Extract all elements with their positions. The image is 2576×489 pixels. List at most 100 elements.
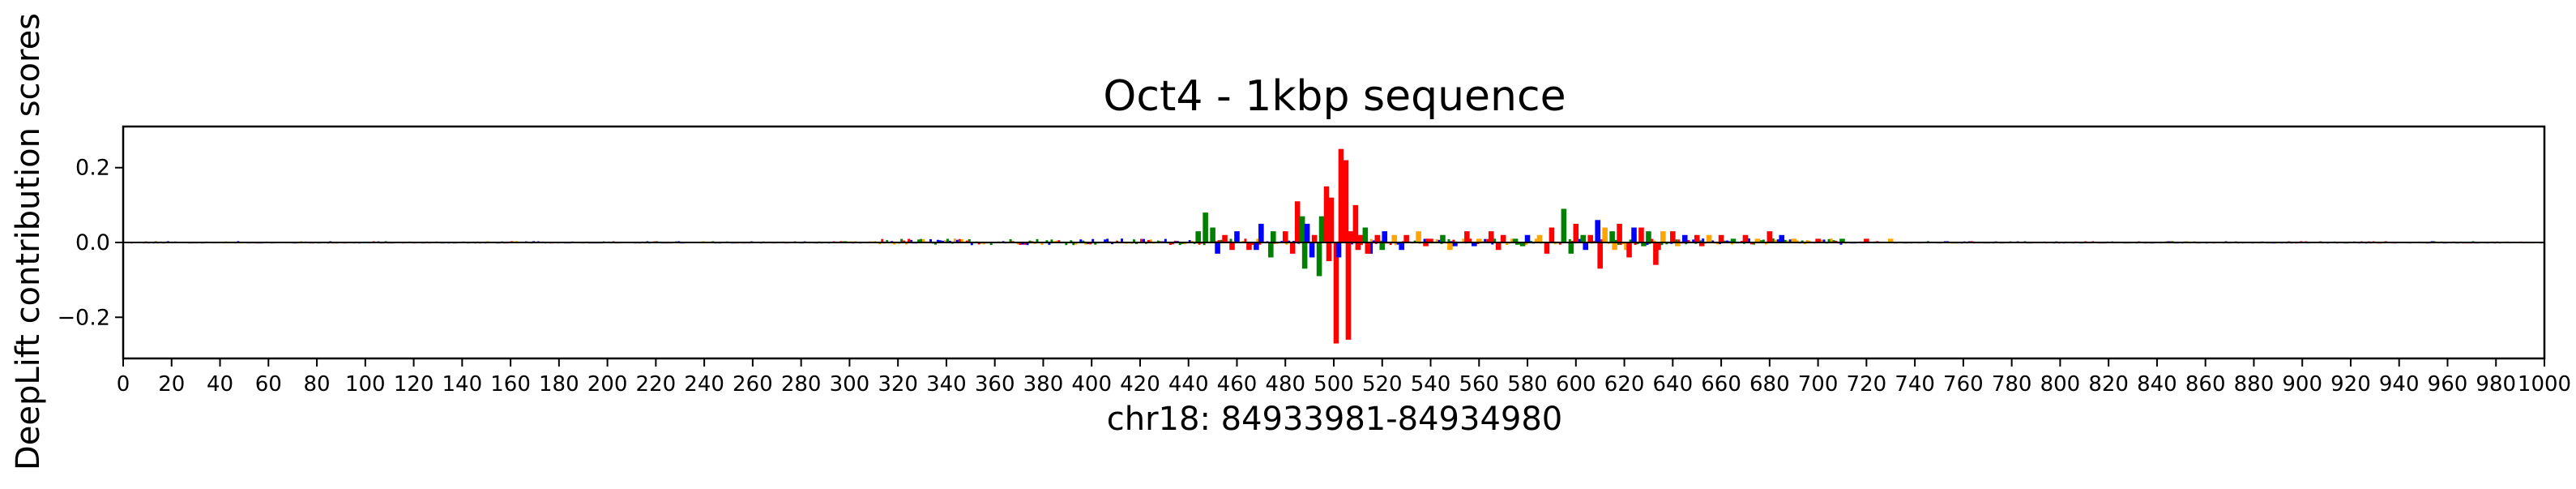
base-mark-g: [1391, 234, 1397, 242]
base-mark-c: [1215, 242, 1220, 254]
base-mark-t: [1355, 242, 1361, 251]
base-mark-t: [1549, 227, 1555, 242]
base-mark-c: [1524, 234, 1531, 242]
base-mark-a: [1568, 242, 1574, 254]
base-mark-t: [1587, 234, 1594, 242]
noise-mark: [1173, 240, 1177, 242]
x-tick-label: 960: [2428, 372, 2468, 397]
base-mark-c: [1583, 242, 1589, 251]
base-mark-t: [1345, 242, 1352, 340]
base-mark-t: [1670, 231, 1676, 242]
noise-mark: [1094, 242, 1097, 245]
base-mark-a: [1641, 242, 1647, 247]
noise-mark: [1394, 242, 1397, 246]
noise-mark: [1726, 240, 1729, 242]
y-axis-label: DeepLift contribution scores: [10, 13, 47, 470]
base-mark-t: [1495, 242, 1502, 251]
noise-mark: [938, 240, 942, 242]
x-axis-label: chr18: 84933981-84934980: [1107, 401, 1563, 438]
base-mark-g: [1791, 238, 1797, 242]
base-mark-t: [1638, 227, 1644, 242]
base-mark-a: [1512, 238, 1519, 242]
noise-mark: [1045, 240, 1049, 242]
base-mark-t: [1403, 234, 1409, 242]
noise-mark: [1023, 242, 1027, 245]
noise-mark: [1121, 238, 1124, 242]
noise-mark: [936, 239, 939, 242]
noise-mark: [1198, 242, 1201, 245]
base-mark-t: [1289, 242, 1296, 254]
noise-mark: [1168, 242, 1172, 246]
noise-mark: [1065, 242, 1068, 246]
base-mark-g: [1447, 242, 1453, 251]
x-tick-label: 460: [1217, 372, 1258, 397]
noise-mark: [1055, 240, 1058, 242]
noise-mark: [1132, 239, 1135, 242]
base-mark-t: [1423, 242, 1429, 247]
noise-mark: [1244, 238, 1247, 242]
base-mark-a: [1271, 231, 1276, 242]
base-mark-c: [1631, 227, 1637, 242]
noise-mark: [1491, 242, 1494, 245]
base-mark-t: [1326, 242, 1332, 262]
noise-mark: [1653, 240, 1656, 242]
noise-mark: [1048, 242, 1051, 245]
base-mark-c: [1399, 242, 1404, 251]
base-mark-t: [1282, 231, 1288, 242]
noise-mark: [1702, 238, 1705, 242]
noise-mark: [1711, 240, 1715, 242]
x-tick-label: 980: [2476, 372, 2516, 397]
base-mark-t: [1597, 242, 1603, 269]
noise-mark: [1379, 240, 1382, 242]
base-mark-t: [1698, 242, 1705, 247]
noise-mark: [1486, 238, 1489, 242]
base-mark-c: [1258, 223, 1264, 242]
x-tick-label: 240: [684, 372, 724, 397]
noise-mark: [1360, 242, 1363, 246]
base-mark-a: [1839, 238, 1845, 242]
x-tick-label: 880: [2234, 372, 2275, 397]
base-mark-t: [1626, 242, 1632, 258]
plot-area: −0.2 0.0 0.2 0 20 40 60 80 100 120 140 160 180 200 220…: [57, 125, 2571, 397]
noise-mark: [955, 239, 959, 242]
x-tick-label: 120: [394, 372, 434, 397]
noise-mark: [1762, 239, 1765, 242]
noise-mark: [917, 239, 921, 242]
x-tick-label: 720: [1847, 372, 1887, 397]
base-mark-t: [1653, 242, 1659, 265]
x-tick-label: 380: [1023, 372, 1064, 397]
x-tick-label: 360: [975, 372, 1015, 397]
x-tick-label: 900: [2282, 372, 2322, 397]
x-tick-label: 280: [781, 372, 822, 397]
noise-mark: [878, 242, 882, 245]
base-mark-a: [1362, 227, 1369, 242]
noise-mark: [1636, 242, 1639, 245]
noise-mark: [1256, 238, 1259, 242]
base-mark-t: [1742, 234, 1749, 242]
base-mark-a: [1210, 227, 1215, 242]
noise-mark: [946, 238, 949, 242]
noise-mark: [886, 240, 889, 242]
base-mark-c: [1595, 220, 1600, 242]
chart-title: Oct4 - 1kbp sequence: [1103, 72, 1566, 121]
noise-mark: [1072, 242, 1075, 246]
noise-mark: [1258, 242, 1262, 245]
base-mark-c: [1335, 242, 1342, 258]
noise-mark: [1139, 238, 1143, 242]
base-mark-a: [1609, 231, 1615, 242]
base-mark-g: [1754, 238, 1761, 242]
base-mark-a: [1268, 242, 1274, 258]
base-mark-t: [1357, 234, 1364, 242]
base-mark-g: [1887, 238, 1894, 242]
noise-mark: [1484, 238, 1487, 242]
noise-mark: [1036, 238, 1039, 242]
noise-mark: [922, 238, 925, 242]
noise-mark: [1050, 239, 1053, 242]
noise-mark: [1350, 242, 1353, 245]
noise-mark: [1288, 240, 1291, 242]
base-mark-t: [1294, 201, 1301, 242]
noise-mark: [1665, 242, 1668, 245]
x-tick-label: 580: [1507, 372, 1548, 397]
base-mark-a: [1519, 242, 1526, 247]
x-tick-label: 40: [207, 372, 233, 397]
